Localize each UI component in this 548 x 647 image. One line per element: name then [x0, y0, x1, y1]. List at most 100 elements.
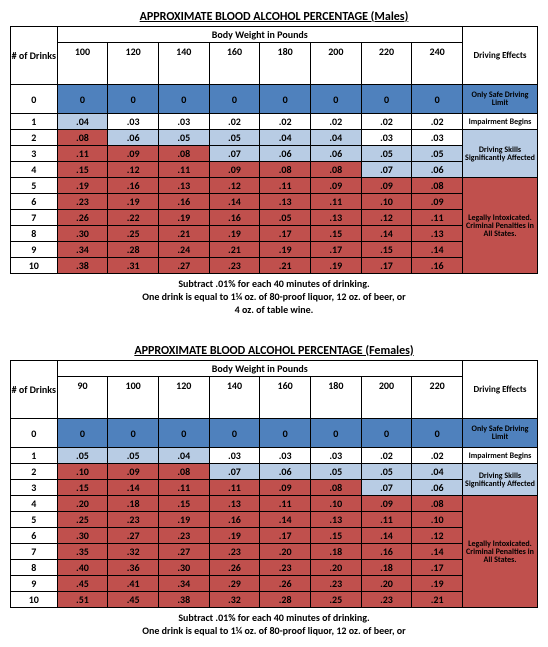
bac-cell: .38	[57, 258, 108, 274]
bac-cell: .27	[158, 258, 209, 274]
drinks-cell: 2	[11, 130, 58, 146]
bac-cell: .23	[209, 258, 260, 274]
chart-title: APPROXIMATE BLOOD ALCOHOL PERCENTAGE (Ma…	[10, 10, 538, 24]
bac-cell: .11	[412, 210, 463, 226]
bac-cell: .11	[260, 178, 311, 194]
table-row: 4.15.12.11.09.08.08.07.06	[11, 162, 538, 178]
drinks-cell: 5	[11, 512, 58, 528]
bac-cell: .38	[158, 592, 209, 608]
table-row: 10.38.31.27.23.21.19.17.16	[11, 258, 538, 274]
bac-cell: .17	[361, 258, 412, 274]
bac-cell: .09	[108, 146, 159, 162]
bac-cell: .05	[361, 464, 412, 480]
bac-cell: .22	[108, 210, 159, 226]
bac-cell: .19	[209, 226, 260, 242]
effects-cell: Impairment Begins	[462, 448, 537, 464]
bac-cell: .13	[310, 512, 361, 528]
bac-cell: .18	[108, 496, 159, 512]
bac-cell: .11	[57, 146, 108, 162]
bac-cell: .13	[260, 194, 311, 210]
weight-column-header: 100	[108, 377, 159, 419]
bac-cell: .26	[209, 560, 260, 576]
bac-table: # of DrinksBody Weight in PoundsDriving …	[10, 26, 538, 274]
bac-cell: 0	[57, 419, 108, 448]
bac-cell: .11	[260, 496, 311, 512]
bac-cell: .03	[108, 114, 159, 130]
bac-cell: .15	[57, 162, 108, 178]
bac-cell: .17	[310, 242, 361, 258]
bac-cell: 0	[361, 85, 412, 114]
weight-column-header: 100	[57, 43, 108, 85]
bac-cell: .06	[412, 480, 463, 496]
bac-cell: .19	[260, 242, 311, 258]
bac-cell: .32	[209, 592, 260, 608]
weight-column-header: 160	[209, 43, 260, 85]
bac-cell: .07	[361, 480, 412, 496]
bac-cell: .10	[310, 496, 361, 512]
bac-cell: .20	[260, 544, 311, 560]
drinks-cell: 7	[11, 210, 58, 226]
footnote: Subtract .01% for each 40 minutes of dri…	[10, 611, 538, 637]
weight-column-header: 140	[158, 43, 209, 85]
bac-cell: .08	[412, 178, 463, 194]
bac-cell: .18	[361, 560, 412, 576]
weight-column-header: 120	[158, 377, 209, 419]
bac-cell: .28	[260, 592, 311, 608]
bac-cell: .13	[209, 496, 260, 512]
bac-cell: 0	[209, 85, 260, 114]
weight-column-header: 240	[412, 43, 463, 85]
bac-cell: 0	[108, 419, 159, 448]
effects-cell: Only Safe Driving Limit	[462, 85, 537, 114]
bac-cell: .07	[209, 464, 260, 480]
bac-cell: .05	[260, 210, 311, 226]
bac-cell: 0	[158, 85, 209, 114]
drinks-cell: 0	[11, 419, 58, 448]
bac-cell: .12	[209, 178, 260, 194]
bac-cell: .14	[260, 512, 311, 528]
bac-cell: .25	[310, 592, 361, 608]
effects-cell: Only Safe Driving Limit	[462, 419, 537, 448]
bac-cell: .23	[108, 512, 159, 528]
bac-cell: .06	[108, 130, 159, 146]
bac-cell: .19	[57, 178, 108, 194]
bac-cell: .07	[361, 162, 412, 178]
bac-cell: .04	[412, 464, 463, 480]
drinks-cell: 2	[11, 464, 58, 480]
bac-cell: .09	[412, 194, 463, 210]
bac-cell: .30	[57, 226, 108, 242]
bac-cell: .08	[57, 130, 108, 146]
effects-cell: Impairment Begins	[462, 114, 537, 130]
bac-charts-container: APPROXIMATE BLOOD ALCOHOL PERCENTAGE (Ma…	[10, 10, 538, 637]
weight-column-header: 220	[361, 43, 412, 85]
bac-table: # of DrinksBody Weight in PoundsDriving …	[10, 360, 538, 608]
drinks-cell: 7	[11, 544, 58, 560]
bac-cell: 0	[310, 419, 361, 448]
bac-cell: .17	[260, 528, 311, 544]
bac-cell: .04	[158, 448, 209, 464]
bac-cell: .34	[158, 576, 209, 592]
effects-cell: Driving Skills Significantly Affected	[462, 130, 537, 178]
bac-cell: .17	[412, 560, 463, 576]
bac-cell: .11	[209, 480, 260, 496]
bac-cell: .19	[108, 194, 159, 210]
bac-cell: .23	[260, 560, 311, 576]
bac-cell: .13	[412, 226, 463, 242]
bac-cell: .23	[361, 592, 412, 608]
bac-cell: .08	[310, 162, 361, 178]
bac-cell: 0	[412, 419, 463, 448]
drinks-cell: 3	[11, 146, 58, 162]
table-row: 7.35.32.27.23.20.18.16.14	[11, 544, 538, 560]
bac-cell: 0	[57, 85, 108, 114]
table-row: 5.19.16.13.12.11.09.09.08Legally Intoxic…	[11, 178, 538, 194]
bac-cell: .40	[57, 560, 108, 576]
drinks-cell: 0	[11, 85, 58, 114]
bac-cell: .06	[412, 162, 463, 178]
bac-cell: .03	[412, 130, 463, 146]
table-row: 000000000Only Safe Driving Limit	[11, 419, 538, 448]
bac-cell: 0	[158, 419, 209, 448]
bac-cell: .14	[108, 480, 159, 496]
bac-cell: .23	[209, 544, 260, 560]
bac-cell: .15	[158, 496, 209, 512]
drinks-cell: 1	[11, 114, 58, 130]
bac-cell: .09	[310, 178, 361, 194]
